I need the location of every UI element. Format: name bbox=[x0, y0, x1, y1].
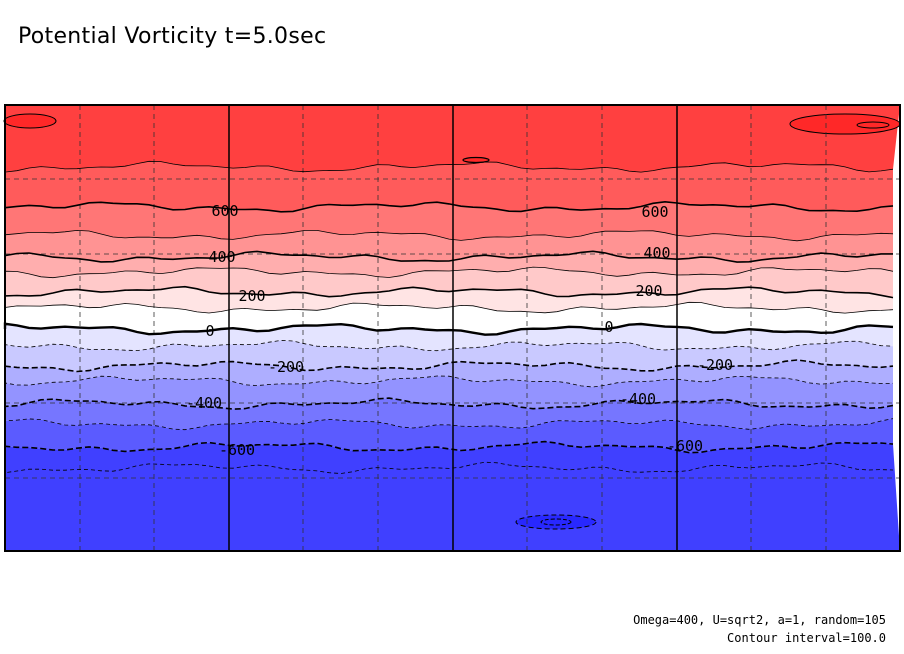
contour-label: 600 bbox=[211, 202, 238, 220]
color-band bbox=[5, 376, 893, 410]
contour-label: 400 bbox=[208, 248, 235, 266]
contour-line bbox=[4, 200, 894, 213]
contour-label: 200 bbox=[238, 287, 265, 305]
contour-label-group: 400 bbox=[643, 244, 670, 262]
contour-label-group: 600 bbox=[641, 203, 668, 221]
contour-label: 200 bbox=[635, 282, 662, 300]
contour-label: 400 bbox=[643, 244, 670, 262]
parameters-text: Omega=400, U=sqrt2, a=1, random=105 bbox=[633, 613, 886, 627]
chart-title: Potential Vorticity t=5.0sec bbox=[18, 24, 327, 49]
contour-label-group: -600 bbox=[219, 441, 255, 459]
contour-label: 600 bbox=[641, 203, 668, 221]
high-vorticity-blob bbox=[3, 113, 57, 129]
contour-label-group: 0 bbox=[604, 318, 613, 336]
contour-line bbox=[4, 160, 894, 173]
color-band bbox=[5, 340, 893, 372]
contour-label: -400 bbox=[186, 394, 222, 412]
low-vorticity-core bbox=[540, 518, 572, 526]
contour-interval-text: Contour interval=100.0 bbox=[727, 631, 886, 645]
contour-label-group: -600 bbox=[667, 437, 703, 455]
contour-lines bbox=[3, 160, 894, 474]
contour-line bbox=[4, 418, 894, 431]
contour-line bbox=[4, 461, 894, 474]
color-band bbox=[5, 161, 893, 212]
contour-line bbox=[3, 322, 894, 336]
high-vorticity-blob bbox=[789, 113, 901, 135]
contour-line bbox=[4, 440, 894, 454]
contour-label: 0 bbox=[205, 322, 214, 340]
color-band bbox=[5, 286, 893, 314]
color-band bbox=[5, 323, 893, 351]
contour-label-group: -400 bbox=[620, 390, 656, 408]
color-band bbox=[5, 201, 893, 241]
low-vorticity-blob bbox=[515, 514, 597, 530]
contour-line bbox=[4, 397, 894, 410]
contour-label-group: 200 bbox=[635, 282, 662, 300]
contour-label-group: 200 bbox=[238, 287, 265, 305]
contour-label: -200 bbox=[268, 358, 304, 376]
contour-line bbox=[4, 301, 894, 314]
color-band bbox=[5, 418, 893, 453]
contour-line bbox=[4, 285, 894, 299]
color-band bbox=[5, 398, 893, 430]
contour-label-group: -200 bbox=[697, 356, 733, 374]
contour-label-group: 600 bbox=[211, 202, 238, 220]
contour-label: -400 bbox=[620, 390, 656, 408]
contour-label: 0 bbox=[604, 318, 613, 336]
high-vorticity-blob bbox=[462, 156, 490, 164]
contour-label-group: -400 bbox=[186, 394, 222, 412]
contour-label: -200 bbox=[697, 356, 733, 374]
contour-line bbox=[4, 266, 894, 279]
contour-label-group: 400 bbox=[208, 248, 235, 266]
contour-line bbox=[4, 375, 894, 388]
contour-label-group: -200 bbox=[268, 358, 304, 376]
contour-labels: 600 600 400 400 200 200 0 0 -200 -200 -400 -400 -600… bbox=[186, 202, 733, 459]
contour-label: -600 bbox=[667, 437, 703, 455]
color-band bbox=[5, 251, 893, 278]
plot-frame bbox=[4, 104, 901, 552]
contour-label-group: 0 bbox=[205, 322, 214, 340]
contour-line bbox=[4, 250, 893, 263]
contour-line bbox=[4, 359, 894, 373]
contour-line bbox=[4, 229, 894, 242]
contour-label: -600 bbox=[219, 441, 255, 459]
high-vorticity-core bbox=[856, 121, 890, 129]
contour-line bbox=[4, 339, 894, 352]
anomaly-blobs bbox=[3, 113, 901, 530]
